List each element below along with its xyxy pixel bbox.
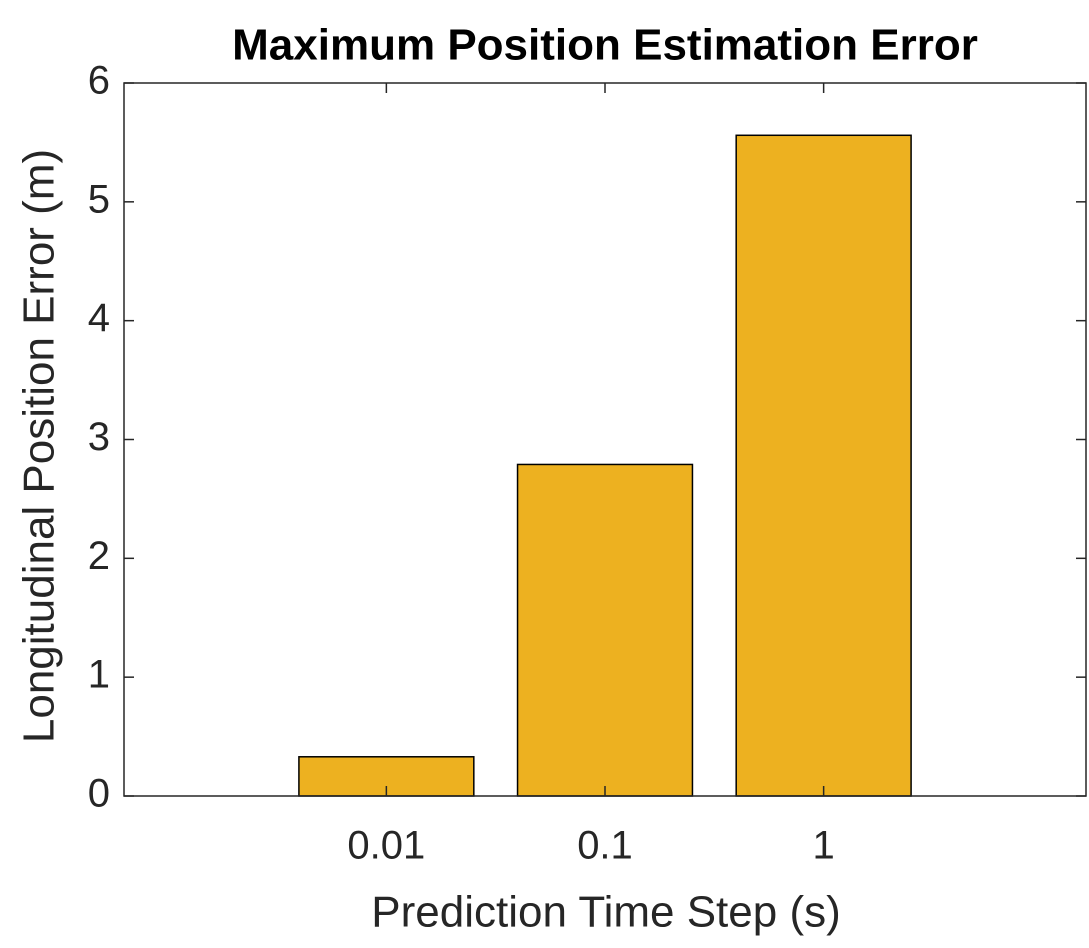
x-tick-label: 0.1: [577, 824, 633, 868]
x-axis-label: Prediction Time Step (s): [371, 888, 841, 937]
bar: [516, 463, 694, 797]
y-tick-label: 6: [88, 59, 110, 103]
y-tick-label: 5: [88, 177, 110, 221]
chart-title: Maximum Position Estimation Error: [232, 21, 978, 70]
y-tick-label: 1: [88, 653, 110, 697]
y-tick-label: 4: [88, 296, 110, 340]
x-tick-label: 1: [813, 824, 835, 868]
y-tick-label: 0: [88, 772, 110, 816]
y-tick-label: 3: [88, 415, 110, 459]
x-tick-label: 0.01: [347, 824, 425, 868]
y-axis-label: Longitudinal Position Error (m): [15, 149, 64, 743]
bar: [735, 134, 912, 797]
y-tick-label: 2: [88, 534, 110, 578]
